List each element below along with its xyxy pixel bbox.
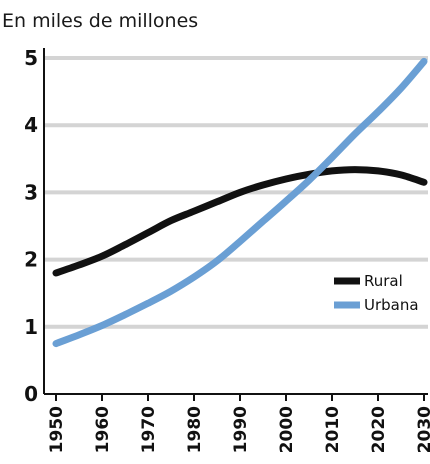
series-line-rural bbox=[52, 166, 428, 277]
x-axis-ticks: 1950 1960 1970 1980 1990 2000 2010 2020 2030 bbox=[47, 406, 430, 453]
y-tick-label-0: 0 bbox=[24, 382, 38, 406]
series-lines bbox=[52, 57, 428, 348]
x-tick-label-1960: 1960 bbox=[93, 406, 113, 453]
y-tick-label-5: 5 bbox=[24, 46, 38, 70]
x-tick-label-2000: 2000 bbox=[277, 406, 297, 453]
y-tick-label-1: 1 bbox=[24, 315, 38, 339]
y-tick-label-2: 2 bbox=[24, 248, 38, 272]
chart-title: En miles de millones bbox=[2, 10, 198, 32]
legend: Rural Urbana bbox=[334, 272, 419, 314]
x-tick-label-1980: 1980 bbox=[185, 406, 205, 453]
x-tick-label-1950: 1950 bbox=[47, 406, 67, 453]
x-tick-label-1990: 1990 bbox=[231, 406, 251, 453]
legend-label-rural: Rural bbox=[364, 272, 403, 290]
y-tick-label-4: 4 bbox=[24, 113, 38, 137]
x-tick-label-2020: 2020 bbox=[369, 406, 389, 453]
axes bbox=[43, 48, 428, 401]
y-axis-ticks: 0 1 2 3 4 5 bbox=[24, 46, 38, 406]
legend-label-urbana: Urbana bbox=[364, 296, 419, 314]
y-tick-label-3: 3 bbox=[24, 180, 38, 204]
x-tick-label-1970: 1970 bbox=[139, 406, 159, 453]
x-tick-label-2030: 2030 bbox=[415, 406, 430, 453]
x-tick-label-2010: 2010 bbox=[323, 406, 343, 453]
